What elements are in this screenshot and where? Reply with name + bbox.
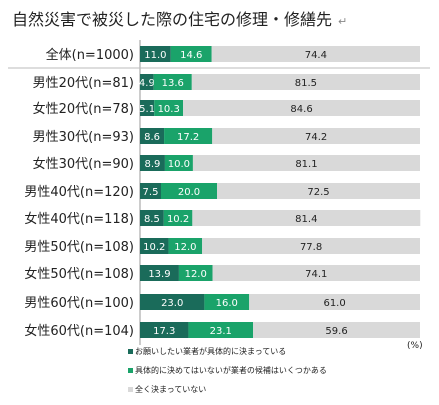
category-label: 全体(n=1000) xyxy=(46,47,134,63)
bar-segment xyxy=(140,265,179,281)
bar-segment xyxy=(191,74,420,90)
bar-segment xyxy=(178,265,213,281)
chart-title: 自然災害で被災した際の住宅の修理・修繕先 ↵ xyxy=(12,6,347,30)
legend: お願いしたい業者が具体的に決まっている具体的に決めてはいないが業者の候補はいくつ… xyxy=(128,348,327,405)
category-label: 男性60代(n=100) xyxy=(24,296,134,311)
data-label: 84.6 xyxy=(290,104,312,115)
bar-segment xyxy=(217,183,420,199)
bar-segment xyxy=(202,238,420,254)
data-label: 5.1 xyxy=(139,104,155,115)
bar-segment xyxy=(211,46,420,62)
bar-segment xyxy=(164,128,213,144)
bar-segment xyxy=(153,74,192,90)
bar-segment xyxy=(140,322,189,338)
data-label: 13.6 xyxy=(162,78,184,89)
category-label: 女性40代(n=118) xyxy=(24,211,134,227)
bar-segment xyxy=(253,322,420,338)
chart-title-text: 自然災害で被災した際の住宅の修理・修繕先 xyxy=(12,10,333,29)
category-label: 男性20代(n=81) xyxy=(33,76,134,91)
bar-segment xyxy=(170,46,212,62)
data-label: 10.3 xyxy=(158,104,180,115)
bar-segment xyxy=(212,265,420,281)
bar-segment xyxy=(212,128,420,144)
return-mark: ↵ xyxy=(338,15,348,28)
data-label: 13.9 xyxy=(148,269,170,280)
legend-label: お願いしたい業者が具体的に決まっている xyxy=(135,347,287,356)
legend-item: 具体的に決めてはいないが業者の候補はいくつかある xyxy=(128,367,327,386)
data-label: 8.6 xyxy=(144,132,160,143)
legend-swatch xyxy=(128,368,133,373)
data-label: 72.5 xyxy=(307,187,329,198)
category-label: 女性30代(n=90) xyxy=(33,156,134,172)
data-label: 61.0 xyxy=(323,298,345,309)
bar-segment xyxy=(161,183,217,199)
bar-segment xyxy=(164,155,193,171)
category-label: 女性50代(n=108) xyxy=(24,266,134,282)
data-label: 81.5 xyxy=(295,78,317,89)
data-label: 12.0 xyxy=(185,269,207,280)
data-label: 20.0 xyxy=(178,187,200,198)
data-label: 4.9 xyxy=(139,78,155,89)
category-label: 男性40代(n=120) xyxy=(24,185,134,200)
bar-segment xyxy=(140,155,165,171)
data-label: 17.2 xyxy=(177,132,199,143)
data-label: 12.0 xyxy=(174,242,196,253)
bar-segment xyxy=(140,210,164,226)
data-label: 16.0 xyxy=(216,298,238,309)
legend-label: 具体的に決めてはいないが業者の候補はいくつかある xyxy=(135,366,327,375)
category-label: 男性30代(n=93) xyxy=(33,130,134,145)
category-label: 女性20代(n=78) xyxy=(33,101,134,117)
unit-label: (%) xyxy=(407,341,423,351)
data-label: 7.5 xyxy=(143,187,159,198)
data-label: 11.0 xyxy=(144,50,166,61)
data-label: 23.0 xyxy=(161,298,183,309)
data-label: 74.1 xyxy=(305,269,327,280)
category-label: 男性50代(n=108) xyxy=(24,240,134,255)
data-label: 74.4 xyxy=(305,50,327,61)
legend-item: お願いしたい業者が具体的に決まっている xyxy=(128,348,327,367)
data-label: 81.1 xyxy=(295,159,317,170)
bar-segment xyxy=(204,294,250,310)
bar-segment xyxy=(140,183,161,199)
data-label: 10.2 xyxy=(167,214,189,225)
data-label: 10.0 xyxy=(168,159,190,170)
data-label: 74.2 xyxy=(305,132,327,143)
bar-segment xyxy=(183,100,420,116)
bar-segment xyxy=(163,210,193,226)
data-label: 10.2 xyxy=(143,242,165,253)
bar-segment xyxy=(154,100,184,116)
data-label: 77.8 xyxy=(300,242,322,253)
legend-swatch xyxy=(128,387,133,392)
bar-segment xyxy=(168,238,203,254)
data-label: 8.9 xyxy=(145,159,161,170)
legend-swatch xyxy=(128,349,133,354)
bar-segment xyxy=(140,46,171,62)
data-label: 8.5 xyxy=(144,214,160,225)
bar-segment xyxy=(140,294,205,310)
bar-segment xyxy=(188,322,254,338)
data-label: 14.6 xyxy=(180,50,202,61)
bar-segment xyxy=(140,74,154,90)
bar-segment xyxy=(140,128,165,144)
bar-segment xyxy=(192,155,420,171)
legend-item: 全く決まっていない xyxy=(128,386,327,405)
category-label: 女性60代(n=104) xyxy=(24,323,134,339)
data-label: 59.6 xyxy=(325,326,347,337)
data-label: 81.4 xyxy=(295,214,317,225)
bar-segment xyxy=(192,210,421,226)
bar-segment xyxy=(140,238,169,254)
legend-label: 全く決まっていない xyxy=(135,385,207,394)
data-label: 23.1 xyxy=(210,326,232,337)
bar-segment xyxy=(249,294,420,310)
data-label: 17.3 xyxy=(153,326,175,337)
bar-segment xyxy=(140,100,155,116)
